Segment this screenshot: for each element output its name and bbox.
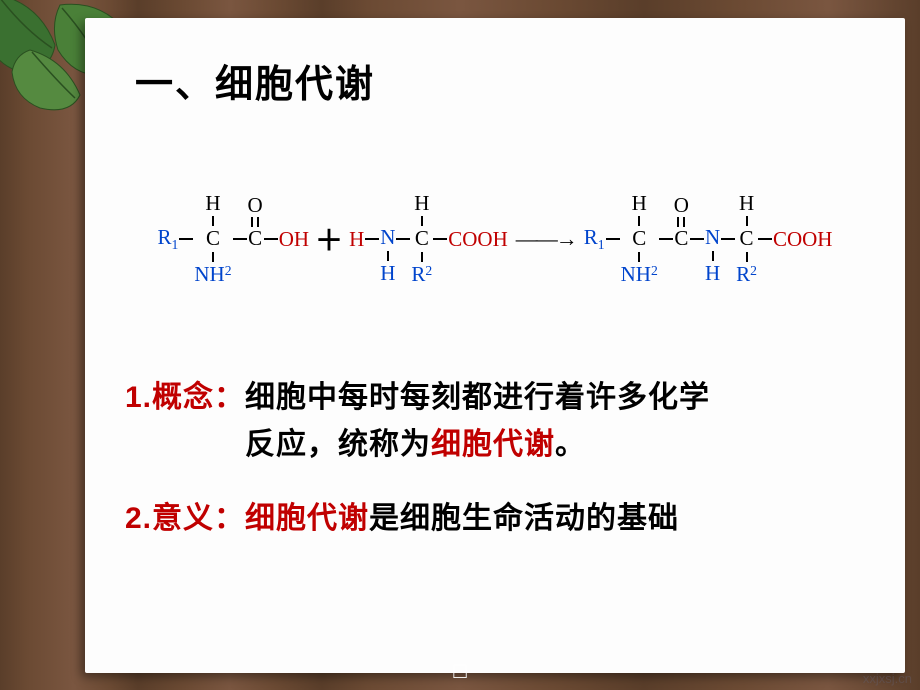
r1-carbon-2: O C <box>248 195 263 283</box>
product: R1 H C NH2 O C N <box>584 193 833 285</box>
reactant-2: H N H H C R2 COOH <box>349 193 508 285</box>
plus-sign: ＋ <box>315 219 343 259</box>
r2-tail: COOH <box>448 227 508 252</box>
r1-carbon-1: H C NH2 <box>194 193 231 285</box>
p-tail: COOH <box>773 227 833 252</box>
concept-num: 1.概念： <box>125 375 245 468</box>
p-r-group: R1 <box>584 225 605 253</box>
concept-row: 1.概念： 细胞中每时每刻都进行着许多化学 反应，统称为细胞代谢。 <box>125 375 865 468</box>
watermark: xxjxsj.cn <box>863 671 912 686</box>
reactant-1: R1 H C NH2 O C OH <box>158 193 310 285</box>
concept-content: 细胞中每时每刻都进行着许多化学 反应，统称为细胞代谢。 <box>245 375 710 468</box>
page-number: □ <box>453 658 466 684</box>
r2-head: H <box>349 227 364 252</box>
p-carbon-2: O C <box>674 195 689 283</box>
body-text: 1.概念： 细胞中每时每刻都进行着许多化学 反应，统称为细胞代谢。 2.意义： … <box>125 375 865 543</box>
r2-carbon: H C R2 <box>411 193 432 285</box>
r1-group: R1 <box>158 225 179 253</box>
meaning-row: 2.意义： 细胞代谢是细胞生命活动的基础 <box>125 496 865 543</box>
r2-nitrogen: N H <box>380 194 395 284</box>
p-carbon-1: H C NH2 <box>621 193 658 285</box>
r1-tail: OH <box>279 227 309 252</box>
meaning-content: 细胞代谢是细胞生命活动的基础 <box>245 496 679 543</box>
reaction-arrow: ——→ <box>516 226 576 252</box>
chemical-equation: R1 H C NH2 O C OH ＋ H <box>125 193 865 285</box>
p-carbon-3: H C R2 <box>736 193 757 285</box>
slide-card: 一、细胞代谢 R1 H C NH2 O C OH ＋ <box>85 18 905 673</box>
slide-title: 一、细胞代谢 <box>135 53 865 108</box>
meaning-num: 2.意义： <box>125 496 245 543</box>
p-nitrogen: N H <box>705 194 720 284</box>
